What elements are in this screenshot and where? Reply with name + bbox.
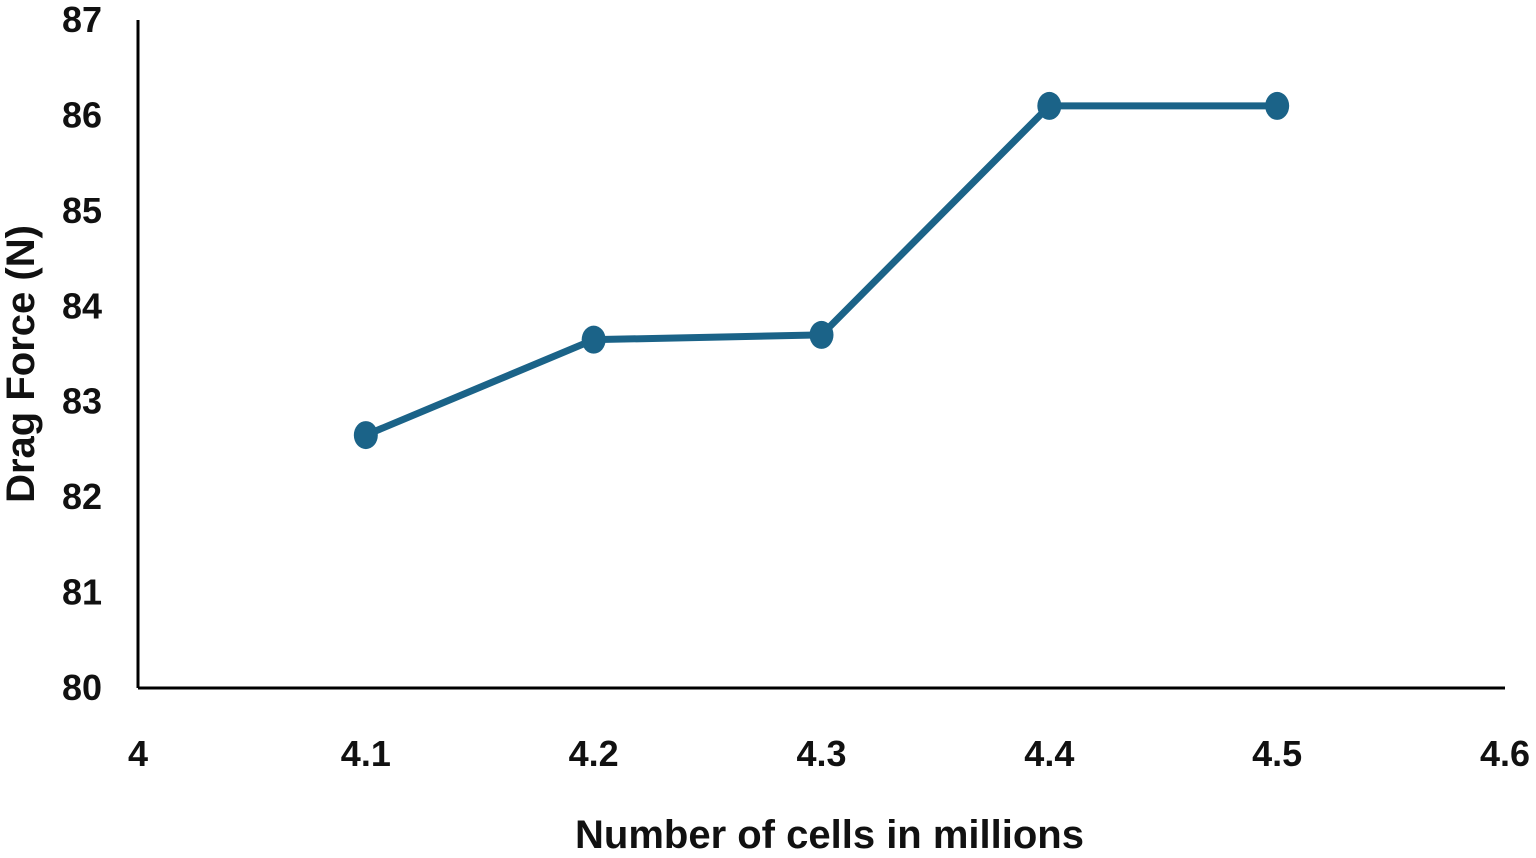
x-tick-labels: 4 4.1 4.2 4.3 4.4 4.5 4.6 [128,733,1530,774]
x-tick-label: 4.3 [796,733,846,774]
data-point [581,325,606,354]
y-tick-label: 84 [62,285,102,326]
x-tick-label: 4.6 [1480,733,1530,774]
series-group [353,91,1290,450]
data-point [1037,91,1062,120]
axes [136,20,1505,690]
y-axis-title: Drag Force (N) [0,225,43,503]
y-tick-label: 85 [62,190,102,231]
x-tick-label: 4.5 [1252,733,1302,774]
series-line [362,102,1281,439]
x-tick-label: 4 [128,733,148,774]
y-tick-label: 86 [62,94,102,135]
y-tick-label: 83 [62,381,102,422]
y-tick-label: 81 [62,572,102,613]
y-tick-label: 87 [62,0,102,40]
x-tick-label: 4.2 [569,733,619,774]
data-point [1265,91,1290,120]
y-tick-label: 80 [62,667,102,708]
x-tick-label: 4.1 [341,733,391,774]
x-tick-label: 4.4 [1024,733,1074,774]
data-point [353,421,378,450]
data-point [809,320,834,349]
y-tick-label: 82 [62,476,102,517]
x-axis-title: Number of cells in millions [575,813,1084,857]
y-tick-labels: 80 81 82 83 84 85 86 87 [62,0,102,708]
